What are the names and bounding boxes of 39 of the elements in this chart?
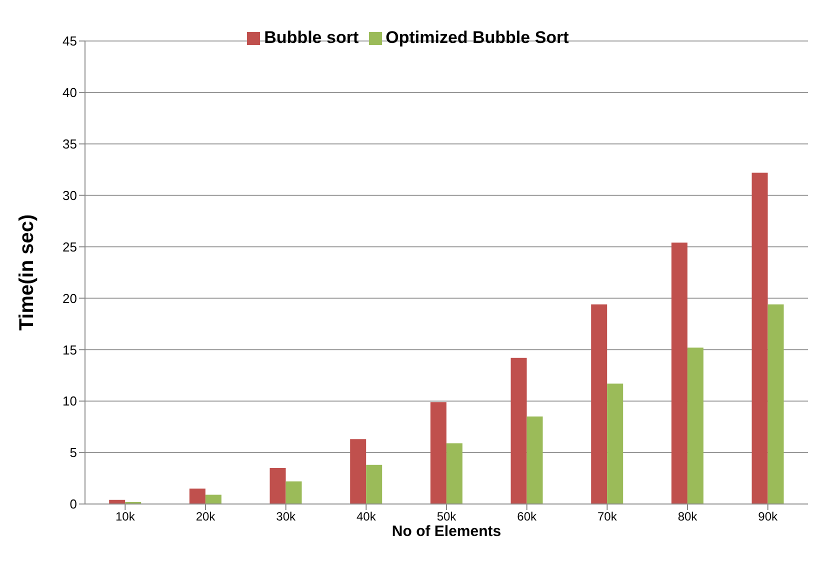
x-tick-label: 60k [517, 510, 538, 524]
bar [446, 443, 462, 504]
bar [350, 439, 366, 504]
y-tick-label: 25 [62, 239, 77, 254]
bar [671, 242, 688, 504]
y-tick-label: 35 [62, 136, 77, 152]
y-tick-label: 5 [70, 445, 77, 460]
legend-label: Optimized Bubble Sort [386, 28, 569, 47]
x-axis-title: No of Elements [392, 523, 502, 540]
x-tick-label: 70k [597, 510, 618, 524]
y-tick-label: 40 [62, 85, 77, 100]
bar [189, 488, 206, 504]
x-tick-label: 40k [356, 510, 377, 524]
bar [768, 304, 784, 504]
y-axis-title: Time(in sec) [16, 214, 38, 331]
x-tick-label: 90k [758, 510, 778, 524]
y-tick-label: 10 [62, 394, 77, 409]
x-tick-label: 10k [115, 510, 136, 524]
bar [205, 494, 222, 504]
bar [752, 172, 768, 504]
bar [510, 358, 527, 504]
bar [591, 304, 608, 504]
x-tick-label: 20k [196, 510, 216, 524]
legend-label: Bubble sort [264, 28, 359, 47]
bar [687, 348, 704, 504]
y-tick-label: 20 [62, 290, 77, 306]
y-tick-label: 30 [62, 188, 77, 203]
bar [270, 468, 286, 504]
bar [526, 416, 543, 504]
y-tick-label: 15 [62, 342, 77, 358]
bar [286, 481, 302, 504]
bar [366, 464, 382, 504]
bar [430, 402, 446, 504]
bar [607, 384, 624, 504]
y-tick-label: 0 [70, 496, 77, 512]
x-tick-label: 80k [678, 510, 698, 524]
x-tick-label: 50k [436, 510, 458, 524]
y-tick-label: 45 [62, 34, 77, 49]
x-tick-label: 30k [276, 510, 296, 524]
